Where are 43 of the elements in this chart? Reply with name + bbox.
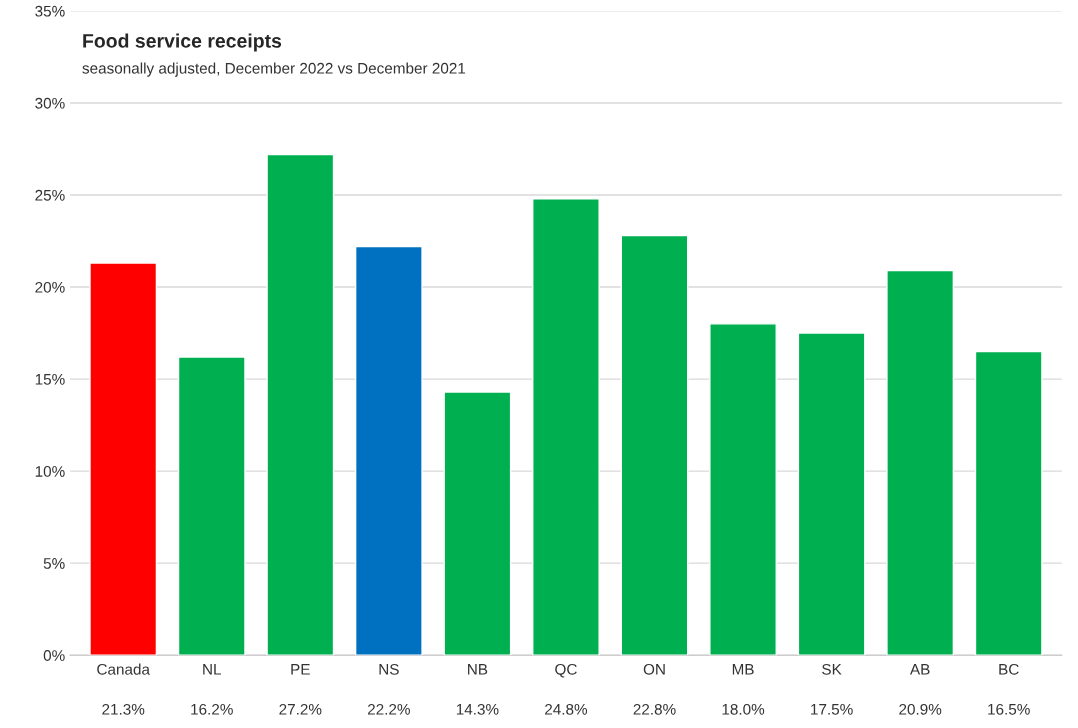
bar xyxy=(354,245,423,656)
x-tick-label: BC xyxy=(999,663,1019,675)
bar xyxy=(443,391,512,656)
bar xyxy=(266,153,335,656)
y-tick-label: 20% xyxy=(35,281,65,293)
data-label: 22.8% xyxy=(633,703,676,715)
data-label: 20.9% xyxy=(899,703,942,715)
data-label: 21.3% xyxy=(102,703,145,715)
bar xyxy=(620,234,689,656)
y-tick-label: 35% xyxy=(35,5,65,17)
data-label: 16.5% xyxy=(988,703,1030,715)
x-tick-label: NB xyxy=(468,664,488,675)
bar xyxy=(886,269,955,656)
data-label: 17.5% xyxy=(811,703,853,715)
y-tick-label: 25% xyxy=(35,189,65,201)
x-tick-label: NS xyxy=(379,663,399,675)
data-label: 18.0% xyxy=(722,703,765,715)
x-tick-label: ON xyxy=(643,663,665,675)
data-label: 14.3% xyxy=(456,703,499,715)
bar xyxy=(532,197,600,656)
x-tick-label: PE xyxy=(291,664,310,675)
y-tick-label: 10% xyxy=(35,465,65,477)
data-label: 22.2% xyxy=(367,703,410,715)
data-label: 24.8% xyxy=(545,703,588,715)
text: Food service receipts xyxy=(83,33,282,52)
y-tick-label: 0% xyxy=(43,650,65,661)
data-label: 27.2% xyxy=(279,703,322,715)
bar xyxy=(709,323,777,656)
x-tick-label: NL xyxy=(203,664,222,675)
x-tick-label: Canada xyxy=(97,663,150,675)
bar xyxy=(89,262,158,656)
x-tick-label: MB xyxy=(732,664,754,675)
x-tick-label: AB xyxy=(909,664,930,675)
y-tick-label: 30% xyxy=(35,97,65,109)
data-label: 16.2% xyxy=(191,703,233,715)
y-tick-label: 5% xyxy=(43,558,65,569)
x-tick-label: QC xyxy=(555,663,577,678)
y-tick-label: 15% xyxy=(35,374,65,385)
x-tick-label: SK xyxy=(822,663,842,675)
bar xyxy=(797,332,866,656)
text: seasonally adjusted, December 2022 vs December 2021 xyxy=(82,62,466,77)
bar xyxy=(177,356,246,656)
bar xyxy=(974,350,1043,656)
